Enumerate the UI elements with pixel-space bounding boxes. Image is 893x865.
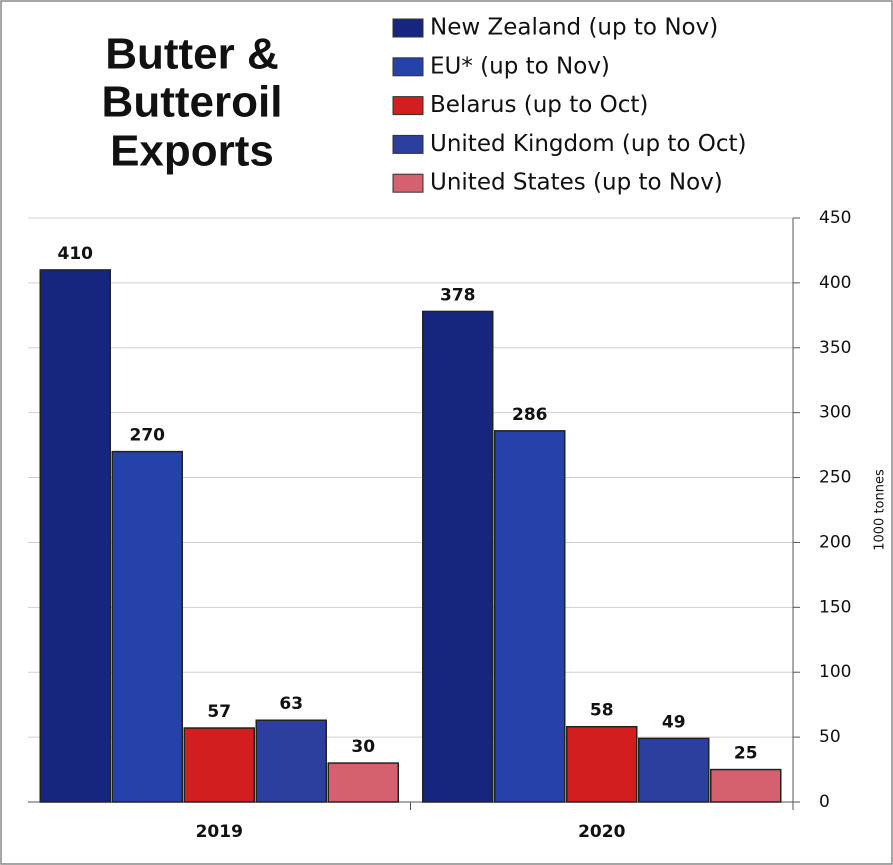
bar bbox=[183, 727, 255, 803]
value-label: 57 bbox=[207, 702, 231, 722]
y-tick-label: 350 bbox=[819, 338, 851, 358]
y-tick-label: 250 bbox=[819, 468, 851, 488]
chart-title: Butter & bbox=[105, 30, 279, 79]
y-axis-label: 1000 tonnes bbox=[873, 469, 888, 551]
y-tick-label: 150 bbox=[819, 597, 851, 617]
bar bbox=[327, 762, 399, 803]
legend-swatch bbox=[392, 173, 424, 193]
value-label: 49 bbox=[662, 712, 686, 732]
legend-swatch bbox=[392, 18, 424, 38]
value-label: 286 bbox=[512, 405, 548, 425]
y-tick-label: 300 bbox=[819, 403, 851, 423]
y-tick-label: 100 bbox=[819, 662, 851, 682]
bar bbox=[111, 450, 183, 803]
y-tick-label: 0 bbox=[819, 792, 830, 812]
legend-swatch bbox=[392, 57, 424, 77]
value-label: 410 bbox=[58, 244, 94, 264]
y-tick-label: 450 bbox=[819, 208, 851, 228]
value-label: 30 bbox=[351, 737, 375, 757]
bar bbox=[710, 768, 782, 803]
bar bbox=[39, 269, 111, 803]
bar bbox=[422, 310, 494, 803]
y-tick-label: 200 bbox=[819, 532, 851, 552]
bar bbox=[494, 430, 566, 803]
y-tick-label: 50 bbox=[819, 727, 841, 747]
legend-swatch bbox=[392, 134, 424, 154]
legend-label: United States (up to Nov) bbox=[430, 170, 723, 196]
legend-label: United Kingdom (up to Oct) bbox=[430, 131, 747, 157]
value-label: 25 bbox=[734, 744, 758, 764]
legend-swatch bbox=[392, 96, 424, 116]
value-label: 58 bbox=[590, 701, 614, 721]
bar bbox=[566, 725, 638, 803]
value-label: 63 bbox=[279, 694, 303, 714]
value-label: 378 bbox=[440, 285, 476, 305]
chart-title: Exports bbox=[110, 127, 274, 176]
x-tick-label: 2019 bbox=[196, 822, 243, 842]
bar bbox=[638, 737, 710, 803]
legend-label: Belarus (up to Oct) bbox=[430, 92, 648, 118]
bar bbox=[255, 719, 327, 803]
value-label: 270 bbox=[130, 426, 166, 446]
x-tick-label: 2020 bbox=[578, 822, 625, 842]
y-tick-label: 400 bbox=[819, 273, 851, 293]
legend-label: EU* (up to Nov) bbox=[430, 53, 610, 79]
legend-label: New Zealand (up to Nov) bbox=[430, 15, 718, 41]
chart-title: Butteroil bbox=[102, 78, 283, 127]
